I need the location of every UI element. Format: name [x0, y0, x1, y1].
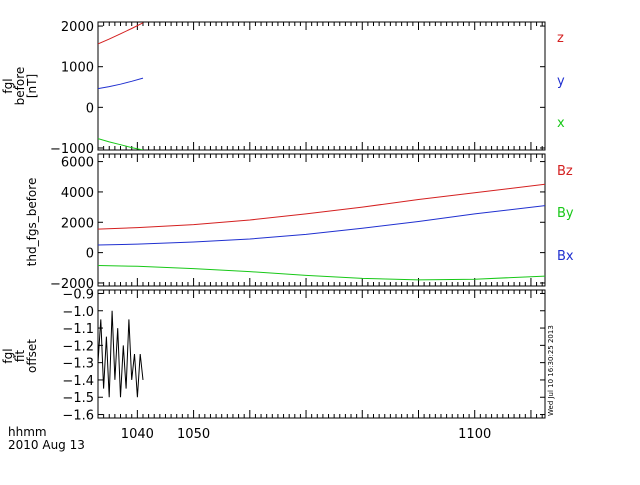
panel1-ylabel-line3: [nT]: [25, 74, 39, 98]
legend-label-by: By: [557, 206, 574, 221]
legend-label-y: y: [557, 74, 565, 89]
panel3-ylabel-line3: offset: [25, 339, 39, 373]
y-tick-label: 6000: [61, 156, 94, 171]
series-line-bz: [98, 183, 545, 230]
plot-frame: [97, 153, 546, 287]
series-line-y: [98, 77, 144, 90]
panel-fgl-fit-offset: fgl fit offset −0.9 −1.0 −1.1 −1.2 −1.3 −1.4 −…: [1, 287, 546, 442]
series-line-x: [98, 138, 144, 150]
y-tick-label: −1.6: [62, 409, 94, 424]
panel-thd-fgs-before: thd_fgs_before 6000 4000 2000 0 −2000 Bz By Bx: [25, 153, 574, 292]
series-line-bx: [98, 205, 545, 246]
y-tick-label: −1000: [50, 142, 94, 157]
series-line-by: [98, 265, 545, 281]
panel3-ylabel-line2: fit: [13, 350, 27, 363]
legend-label-bx: Bx: [557, 249, 574, 264]
y-tick-label: 2000: [61, 216, 94, 231]
y-tick-label: −1.5: [62, 391, 94, 406]
y-tick-label: −1.0: [62, 305, 94, 320]
date-label: 2010 Aug 13: [8, 438, 85, 452]
legend-label-x: x: [557, 116, 565, 131]
y-tick-label: 2000: [61, 20, 94, 35]
series-line: [98, 310, 144, 398]
y-tick-label: 4000: [61, 186, 94, 201]
panel-fgl-before: fgl before [nT] 2000 1000 0 −1000 z y x: [1, 20, 565, 157]
panel3-ylabel-line1: fgl: [1, 348, 15, 363]
legend-label-z: z: [557, 31, 564, 46]
y-tick-label: −1.3: [62, 357, 94, 372]
x-tick-label: 1040: [121, 427, 154, 442]
panel1-ylabel-line1: fgl: [1, 78, 15, 93]
y-tick-label: −1.4: [62, 374, 94, 389]
panel1-ylabel-line2: before: [13, 67, 27, 106]
x-tick-label: 1050: [177, 427, 210, 442]
plot-frame: [97, 21, 546, 151]
y-tick-label: −0.9: [62, 287, 94, 302]
x-tick-label: 1100: [458, 427, 491, 442]
panel2-ylabel: thd_fgs_before: [25, 178, 39, 267]
y-tick-label: −2000: [50, 277, 94, 292]
series-line-z: [98, 22, 144, 45]
plot-frame: [97, 289, 546, 419]
y-tick-label: 0: [86, 247, 94, 262]
y-tick-label: 0: [86, 101, 94, 116]
creation-stamp: Wed Jul 10 16:30:25 2013: [547, 325, 555, 416]
y-tick-label: −1.1: [62, 322, 94, 337]
y-tick-label: −1.2: [62, 339, 94, 354]
time-axis-label: hhmm: [8, 425, 47, 439]
y-tick-label: 1000: [61, 61, 94, 76]
legend-label-bz: Bz: [557, 164, 573, 179]
